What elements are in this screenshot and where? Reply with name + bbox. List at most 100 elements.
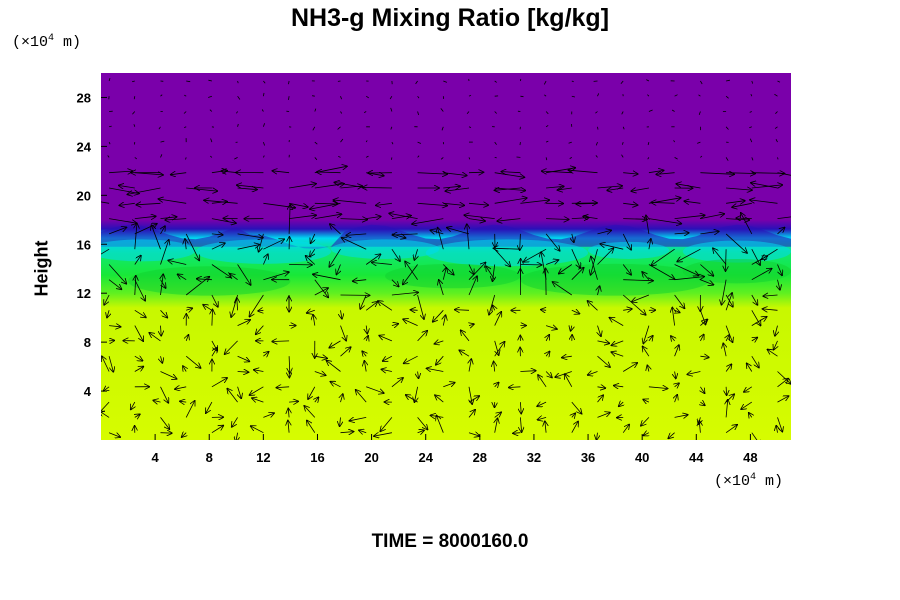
wind-vector xyxy=(775,325,778,336)
wind-vector xyxy=(544,94,547,97)
wind-vector xyxy=(468,157,471,160)
wind-vector xyxy=(186,308,192,310)
wind-vector xyxy=(208,79,212,82)
wind-vector xyxy=(467,224,469,250)
wind-vector xyxy=(365,140,368,143)
wind-vector xyxy=(622,126,625,130)
wind-vector xyxy=(415,386,418,402)
x-tick-label: 20 xyxy=(364,450,378,465)
wind-vector xyxy=(545,111,549,115)
wind-vector xyxy=(108,264,126,284)
wind-vector xyxy=(553,282,573,296)
wind-vector xyxy=(777,216,791,219)
wind-vector xyxy=(304,406,316,418)
wind-vector xyxy=(520,233,521,250)
cyan-patch xyxy=(425,239,589,267)
wind-vector xyxy=(468,219,485,221)
wind-vector xyxy=(494,198,527,204)
wind-vector xyxy=(700,310,705,324)
x-tick-label: 32 xyxy=(527,450,541,465)
wind-vector xyxy=(431,230,444,234)
wind-vector xyxy=(673,140,675,143)
wind-vector xyxy=(334,200,367,204)
x-tick-label: 48 xyxy=(743,450,757,465)
wind-vector xyxy=(751,294,758,305)
wind-vector xyxy=(206,401,213,413)
wind-vector xyxy=(165,219,187,220)
wind-vector xyxy=(598,325,601,337)
wind-vector xyxy=(412,218,444,224)
x-tick-label: 16 xyxy=(310,450,324,465)
wind-vector xyxy=(588,301,598,311)
wind-vector xyxy=(751,183,778,189)
wind-vector xyxy=(211,294,218,307)
wind-vector xyxy=(459,350,470,357)
wind-vector xyxy=(597,355,610,367)
wind-vector xyxy=(725,394,734,403)
wind-vector xyxy=(315,397,319,402)
wind-vector xyxy=(366,336,368,341)
wind-vector xyxy=(597,413,610,418)
wind-vector xyxy=(495,419,498,433)
wind-vector xyxy=(700,264,713,276)
wind-vector xyxy=(263,413,274,417)
wind-vector xyxy=(204,200,238,203)
wind-vector xyxy=(108,356,113,372)
x-tick-label: 36 xyxy=(581,450,595,465)
wind-vector xyxy=(289,184,316,189)
wind-vector xyxy=(647,366,649,372)
wind-vector xyxy=(466,111,470,114)
wind-vector xyxy=(178,274,187,281)
wind-vector xyxy=(572,233,574,242)
wind-vector xyxy=(597,126,599,130)
wind-vector xyxy=(494,80,497,83)
wind-vector xyxy=(391,279,399,287)
wind-vector xyxy=(310,248,315,256)
wind-vector xyxy=(134,173,163,175)
wind-vector xyxy=(674,157,678,160)
wind-vector xyxy=(763,309,778,310)
wind-vector xyxy=(520,95,524,98)
wind-vector xyxy=(621,111,624,115)
wind-vector xyxy=(250,294,264,317)
wind-vector xyxy=(524,248,547,262)
wind-vector xyxy=(622,425,629,433)
wind-vector xyxy=(390,126,393,130)
wind-vector xyxy=(468,276,477,296)
green-patch xyxy=(128,266,291,296)
wind-vector xyxy=(364,361,366,372)
wind-vector xyxy=(186,187,217,191)
wind-vector xyxy=(197,279,212,280)
wind-vector xyxy=(751,157,754,161)
wind-vector xyxy=(211,340,217,351)
wind-vector xyxy=(101,248,110,255)
wind-vector xyxy=(372,263,392,265)
wind-vector xyxy=(461,330,470,342)
wind-vector xyxy=(365,302,377,311)
wind-vector xyxy=(391,292,418,295)
wind-vector xyxy=(184,126,187,128)
wind-vector xyxy=(238,386,242,398)
wind-vector xyxy=(237,123,239,127)
wind-vector xyxy=(109,187,139,194)
wind-vector xyxy=(438,228,444,250)
wind-vector xyxy=(700,386,704,393)
wind-vector xyxy=(340,417,341,426)
wind-vector xyxy=(307,421,316,433)
cyan-patch xyxy=(101,239,196,262)
wind-vector xyxy=(104,294,110,305)
wind-vector xyxy=(107,310,109,317)
wind-vector xyxy=(263,352,268,356)
wind-vector xyxy=(546,219,569,220)
wind-vector xyxy=(777,264,783,276)
wind-vector xyxy=(289,356,290,373)
wind-vector xyxy=(674,294,685,308)
wind-vector xyxy=(651,202,675,203)
wind-vector xyxy=(468,203,488,205)
wind-vector xyxy=(263,272,288,281)
wind-vector xyxy=(621,154,624,158)
wind-vector xyxy=(494,248,521,249)
wind-vector xyxy=(403,264,418,285)
wind-vector xyxy=(468,126,472,128)
wind-vector xyxy=(211,378,227,388)
